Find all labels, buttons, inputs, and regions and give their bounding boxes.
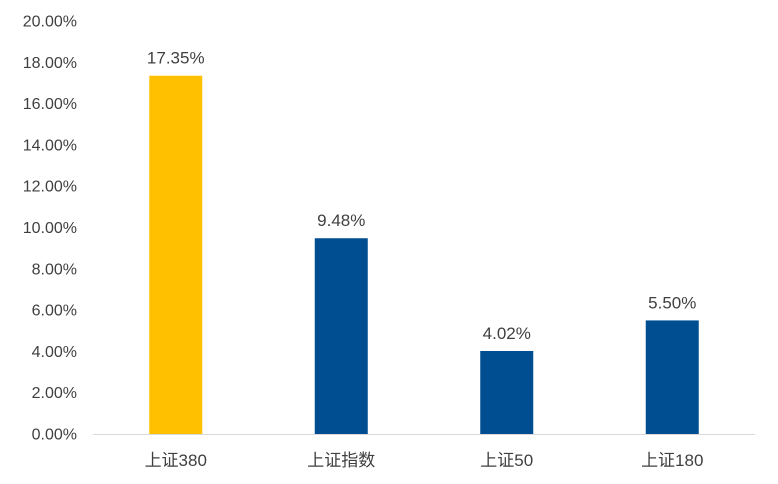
data-labels: 17.35% 9.48% 4.02% 5.50% xyxy=(147,49,696,343)
data-label: 9.48% xyxy=(317,211,365,230)
bar xyxy=(645,320,699,434)
x-tick-label: 上证180 xyxy=(641,451,703,470)
y-axis-ticks: 0.00% 2.00% 4.00% 6.00% 8.00% 10.00% 12.00% 14.… xyxy=(23,14,77,444)
x-tick-label: 上证50 xyxy=(480,451,533,470)
y-tick-label: 16.00% xyxy=(23,96,77,113)
x-tick-label: 上证指数 xyxy=(307,451,375,470)
y-tick-label: 4.00% xyxy=(32,344,77,361)
bar xyxy=(149,75,203,434)
y-tick-label: 12.00% xyxy=(23,179,77,196)
bar xyxy=(314,238,368,434)
y-tick-label: 10.00% xyxy=(23,220,77,237)
y-tick-label: 18.00% xyxy=(23,55,77,72)
y-tick-label: 8.00% xyxy=(32,261,77,278)
bar xyxy=(480,350,534,434)
data-label: 4.02% xyxy=(483,324,531,343)
bars xyxy=(149,75,699,434)
y-tick-label: 0.00% xyxy=(32,427,77,444)
data-label: 17.35% xyxy=(147,49,205,68)
y-tick-label: 6.00% xyxy=(32,303,77,320)
y-tick-label: 2.00% xyxy=(32,385,77,402)
data-label: 5.50% xyxy=(648,293,696,312)
y-tick-label: 20.00% xyxy=(23,14,77,31)
y-tick-label: 14.00% xyxy=(23,137,77,154)
x-tick-label: 上证380 xyxy=(145,451,207,470)
x-axis-labels: 上证380 上证指数 上证50 上证180 xyxy=(145,451,704,470)
